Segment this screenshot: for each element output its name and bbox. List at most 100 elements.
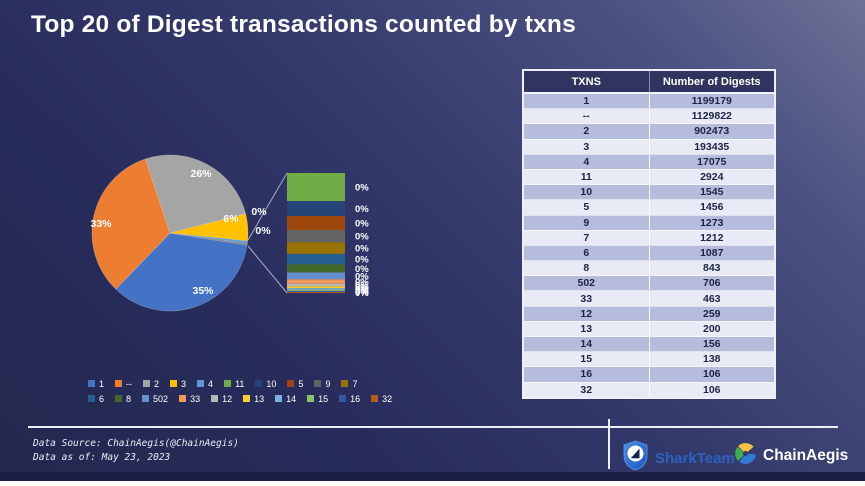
- legend-label: 6: [99, 393, 105, 404]
- table-cell: 7: [523, 230, 649, 246]
- bar-segment-label: 0%: [355, 277, 369, 288]
- pie-slice-label: 0%: [251, 206, 267, 218]
- legend-label: 10: [266, 378, 277, 389]
- data-asof-line: Data as of: May 23, 2023: [33, 452, 171, 463]
- bar-segment-12: [287, 283, 345, 287]
- legend-swatch-icon: [255, 380, 263, 387]
- legend-item-502: 502: [142, 394, 168, 404]
- legend-item-4: 4: [197, 379, 213, 389]
- table-cell: 2: [523, 123, 649, 140]
- legend-swatch-icon: [224, 380, 232, 387]
- legend-item-3: 3: [170, 379, 186, 389]
- legend-swatch-icon: [339, 395, 347, 402]
- legend-label: 15: [318, 393, 329, 404]
- table-cell: 33: [523, 290, 649, 307]
- pie-slice-label: 33%: [90, 218, 112, 230]
- table-cell: 1456: [648, 199, 775, 216]
- table-cell: 32: [523, 382, 649, 399]
- table-cell: 8: [523, 260, 649, 277]
- table-cell: 1199179: [648, 93, 775, 110]
- table-cell: 5: [523, 199, 649, 216]
- legend-swatch-icon: [88, 395, 95, 402]
- legend-label: 32: [382, 393, 393, 404]
- sharkteam-brand: SharkTeam: [622, 440, 735, 476]
- table-cell: 259: [648, 306, 775, 322]
- chainaegis-icon: [734, 440, 757, 472]
- bar-segment-33: [287, 279, 345, 284]
- pie-slice---: [91, 158, 171, 290]
- table-cell: 15: [523, 351, 649, 368]
- bar-segment-13: [287, 286, 345, 289]
- legend-label: 7: [352, 378, 358, 389]
- legend-label: 14: [286, 393, 297, 404]
- table-row: -- 1129822: [523, 108, 775, 125]
- table-cell: 12: [523, 306, 649, 322]
- footer-horizontal-divider: [28, 426, 838, 428]
- pie-slice-other: [169, 232, 248, 246]
- pie-slice-2: [145, 154, 246, 234]
- bar-segment-label: 0%: [355, 204, 369, 215]
- legend-item-12: 12: [211, 394, 232, 404]
- bar-segment-label: 0%: [355, 287, 369, 298]
- legend-item-16: 16: [339, 394, 360, 404]
- bar-segment-16: [287, 290, 345, 292]
- legend-label: 33: [190, 393, 201, 404]
- pie-slice-label: 35%: [192, 285, 214, 297]
- table-cell: 706: [648, 275, 775, 292]
- legend-swatch-icon: [243, 395, 251, 402]
- table-cell: 193435: [648, 139, 775, 155]
- bar-segment-32: [287, 291, 345, 293]
- bar-segment-label: 0%: [355, 283, 369, 294]
- legend-swatch-icon: [170, 380, 178, 387]
- legend-item-13: 13: [243, 394, 264, 404]
- legend-label: 3: [181, 378, 187, 389]
- table-cell: 3: [523, 139, 649, 155]
- digest-table: TXNS Number of Digests 1 1199179 -- 1129822…: [522, 69, 776, 399]
- pie-slice-label: 6%: [223, 213, 239, 225]
- legend-item-32: 32: [371, 394, 392, 404]
- bar-segment-label: 0%: [355, 232, 369, 243]
- legend-swatch-icon: [88, 380, 95, 387]
- table-cell: 1: [523, 93, 649, 110]
- table-cell: 2924: [648, 169, 775, 186]
- bar-segment-11: [287, 173, 345, 202]
- table-cell: 502: [523, 275, 649, 292]
- table-cell: 1087: [648, 245, 775, 262]
- legend-label: 5: [298, 378, 304, 389]
- legend-swatch-icon: [341, 380, 349, 387]
- legend-label: --: [126, 378, 133, 389]
- pie-slice-3: [169, 213, 249, 242]
- table-row: 5 1456: [523, 199, 775, 216]
- table-cell: 463: [648, 290, 775, 307]
- table-row: 502 706: [523, 275, 775, 292]
- table-row: 3 193435: [523, 139, 775, 155]
- legend-swatch-icon: [275, 395, 283, 402]
- legend-item-33: 33: [179, 394, 200, 404]
- table-cell: 4: [523, 154, 649, 170]
- legend-swatch-icon: [197, 380, 205, 387]
- legend-item-10: 10: [255, 379, 276, 389]
- table-cell: 10: [523, 184, 649, 201]
- bar-segment-7: [287, 242, 345, 254]
- legend-item---: --: [115, 379, 132, 389]
- chart-legend: 1 -- 2 3 4 11 10 5 9 7 6 8 502 33 12 13 14 15 16 32: [88, 376, 403, 406]
- table-cell: 13: [523, 321, 649, 338]
- legend-label: 16: [350, 393, 361, 404]
- legend-item-14: 14: [275, 394, 296, 404]
- legend-item-1: 1: [88, 379, 104, 389]
- table-row: 2 902473: [523, 123, 775, 140]
- table-row: 14 156: [523, 336, 775, 353]
- legend-row: 6 8 502 33 12 13 14 15 16 32: [88, 391, 403, 406]
- legend-item-8: 8: [115, 394, 131, 404]
- table-row: 8 843: [523, 260, 775, 277]
- bar-segment-label: 0%: [355, 284, 369, 295]
- table-header-txns: TXNS: [523, 70, 649, 94]
- bar-segment-10: [287, 201, 345, 216]
- legend-label: 502: [153, 393, 169, 404]
- pie-slice-1: [115, 232, 248, 312]
- legend-item-9: 9: [314, 379, 330, 389]
- bar-segment-502: [287, 272, 345, 280]
- legend-item-2: 2: [143, 379, 159, 389]
- table-cell: 1545: [648, 184, 775, 201]
